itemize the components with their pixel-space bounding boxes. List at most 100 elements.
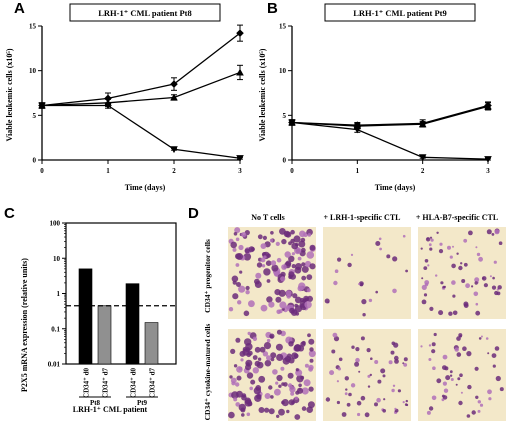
cell <box>258 375 266 383</box>
cell <box>438 249 444 254</box>
cell <box>344 392 348 396</box>
chart-title-b: LRH-1⁺ CML patient Pt9 <box>353 8 447 18</box>
y-tick-label-a: 5 <box>33 112 37 120</box>
cell <box>276 374 283 382</box>
cell <box>436 231 439 234</box>
cell <box>283 230 291 238</box>
cell <box>297 256 302 261</box>
cell <box>477 400 481 404</box>
cell <box>466 351 472 357</box>
cell <box>270 231 274 235</box>
group-label-c: Pt8 <box>90 399 101 407</box>
cell <box>231 275 239 283</box>
data-point-a-triangle-up <box>236 68 244 76</box>
cell <box>471 285 474 288</box>
cell <box>301 265 309 273</box>
cell <box>432 366 436 371</box>
cell <box>451 280 456 285</box>
cell <box>364 412 370 418</box>
x-tick-label-b: 3 <box>486 167 490 175</box>
cell <box>259 346 266 353</box>
cell <box>447 245 451 250</box>
series-line-a-triangle-down <box>42 104 241 159</box>
cell <box>238 403 246 412</box>
cell <box>298 240 306 248</box>
cell <box>276 309 282 315</box>
data-point-b-triangle-up <box>484 102 492 110</box>
cell <box>236 282 241 287</box>
cell <box>426 237 429 240</box>
y-axis-title-b: Viable leukemic cells (x10⁵) <box>258 48 267 141</box>
cell <box>254 346 261 353</box>
title-box-b <box>324 3 476 22</box>
cell <box>268 385 273 390</box>
cell <box>236 375 242 381</box>
cell <box>308 350 316 358</box>
cell <box>306 288 311 293</box>
cell <box>420 345 423 348</box>
cell <box>485 337 489 340</box>
cell <box>249 386 253 391</box>
cell <box>235 337 241 343</box>
cell <box>427 264 430 267</box>
cell <box>258 407 265 413</box>
cell <box>245 290 250 295</box>
bar-c-2 <box>125 283 140 365</box>
cell <box>345 388 348 391</box>
cell <box>269 238 274 243</box>
cell <box>356 400 362 406</box>
cell <box>300 375 305 380</box>
cell <box>254 360 261 367</box>
cell <box>230 348 236 354</box>
cell <box>443 285 446 288</box>
cell <box>355 347 360 352</box>
series-line-a-triangle-up <box>41 71 241 107</box>
cell <box>255 385 262 391</box>
cell <box>393 342 399 348</box>
cell <box>332 332 338 338</box>
cell <box>388 360 393 365</box>
x-tick-label-b: 2 <box>421 167 425 175</box>
cell <box>228 411 235 419</box>
cell <box>406 403 409 407</box>
cell <box>266 338 271 343</box>
cell <box>488 397 492 401</box>
cell <box>287 383 293 388</box>
cell <box>476 252 481 257</box>
cell <box>428 358 432 361</box>
cell <box>266 279 271 283</box>
cell <box>309 263 316 270</box>
cell <box>420 247 423 250</box>
cell <box>266 253 271 258</box>
cell <box>275 241 280 246</box>
cell <box>405 269 408 273</box>
cell <box>254 394 262 402</box>
cell <box>392 384 396 387</box>
cell <box>350 383 356 388</box>
cell <box>306 251 315 259</box>
cell <box>463 238 468 243</box>
cell <box>429 306 434 311</box>
cell <box>423 293 428 297</box>
cell <box>445 375 451 381</box>
y-tick-label-c: 1 <box>57 290 61 298</box>
cell <box>433 332 437 337</box>
cell <box>457 377 461 381</box>
cell <box>467 384 472 390</box>
data-point-a-triangle-up <box>170 93 178 101</box>
cell <box>337 257 342 262</box>
y-axis-title-c: P2X5 mRNA expression (relative units) <box>20 258 29 392</box>
cell <box>235 253 241 260</box>
cell <box>392 256 398 262</box>
cell <box>237 300 242 305</box>
cell <box>301 262 306 267</box>
cell <box>460 262 463 265</box>
cell <box>235 237 240 242</box>
cell <box>448 311 453 316</box>
cell <box>426 410 431 415</box>
cell <box>298 383 302 388</box>
cell <box>421 299 427 305</box>
cell <box>351 345 355 349</box>
cell <box>428 243 432 247</box>
row-label-matured: CD34⁺ cytokine-matured cells <box>203 324 212 421</box>
